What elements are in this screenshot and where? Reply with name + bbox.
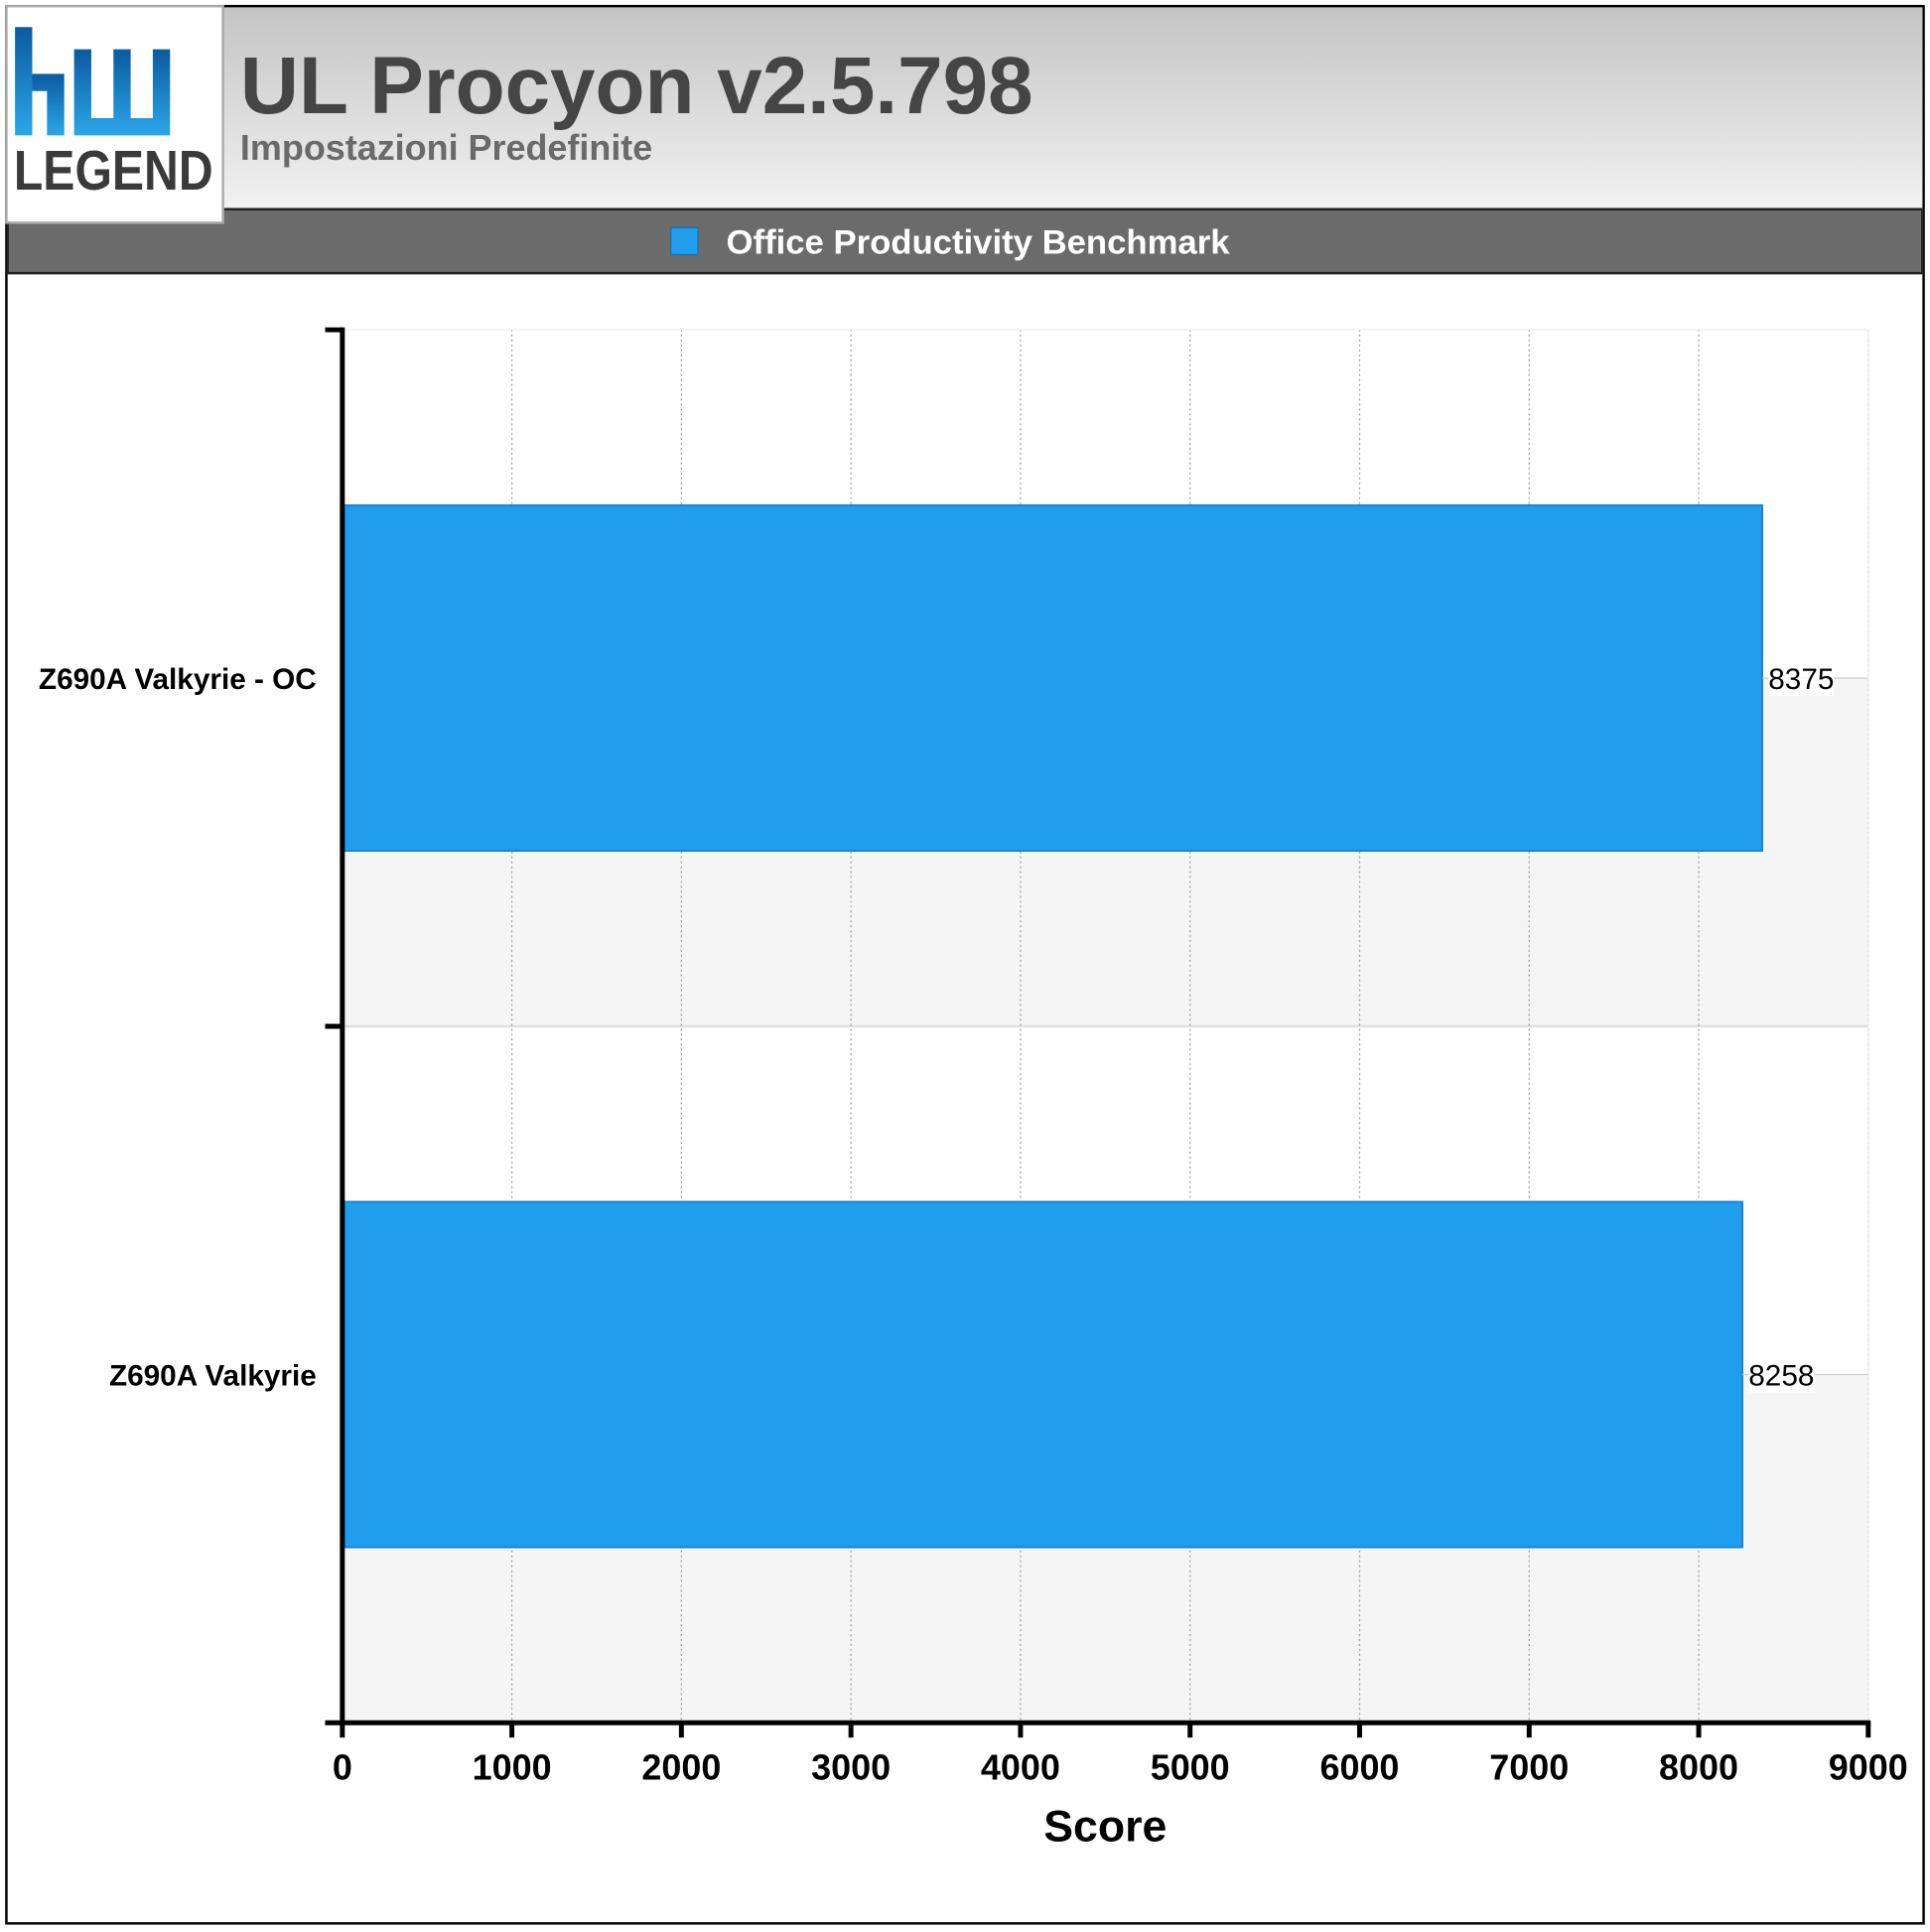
bar [341,504,1763,852]
x-tick-label: 9000 [1829,1746,1908,1787]
x-tick-label: 8000 [1659,1746,1738,1787]
y-tick-label: Z690A Valkyrie - OC [39,663,317,696]
logo-text: LEGEND [14,139,213,203]
x-tick-label: 6000 [1319,1746,1399,1787]
x-tick-label: 4000 [981,1746,1060,1787]
chart-subtitle: Impostazioni Predefinite [240,127,652,168]
logo-mark [15,27,171,136]
legend-swatch [670,226,699,256]
x-axis-title: Score [1043,1802,1167,1851]
x-tick-label: 3000 [811,1746,891,1787]
chart-title: UL Procyon v2.5.798 [240,41,1034,131]
legend-band [6,207,1924,275]
x-tick-label: 2000 [641,1746,721,1787]
value-label-bg [1768,663,1835,697]
value-label: 8375 [1768,663,1834,696]
x-tick-label: 1000 [473,1746,552,1787]
value-label-bg [1748,1359,1815,1393]
x-tick-label: 5000 [1151,1746,1230,1787]
header [7,7,1923,209]
x-tick-label: 0 [333,1746,352,1787]
bar [341,1200,1744,1549]
value-label: 8258 [1748,1360,1814,1393]
legend-label: Office Productivity Benchmark [727,223,1231,261]
x-tick-label: 7000 [1489,1746,1569,1787]
y-tick-label: Z690A Valkyrie [109,1360,317,1393]
